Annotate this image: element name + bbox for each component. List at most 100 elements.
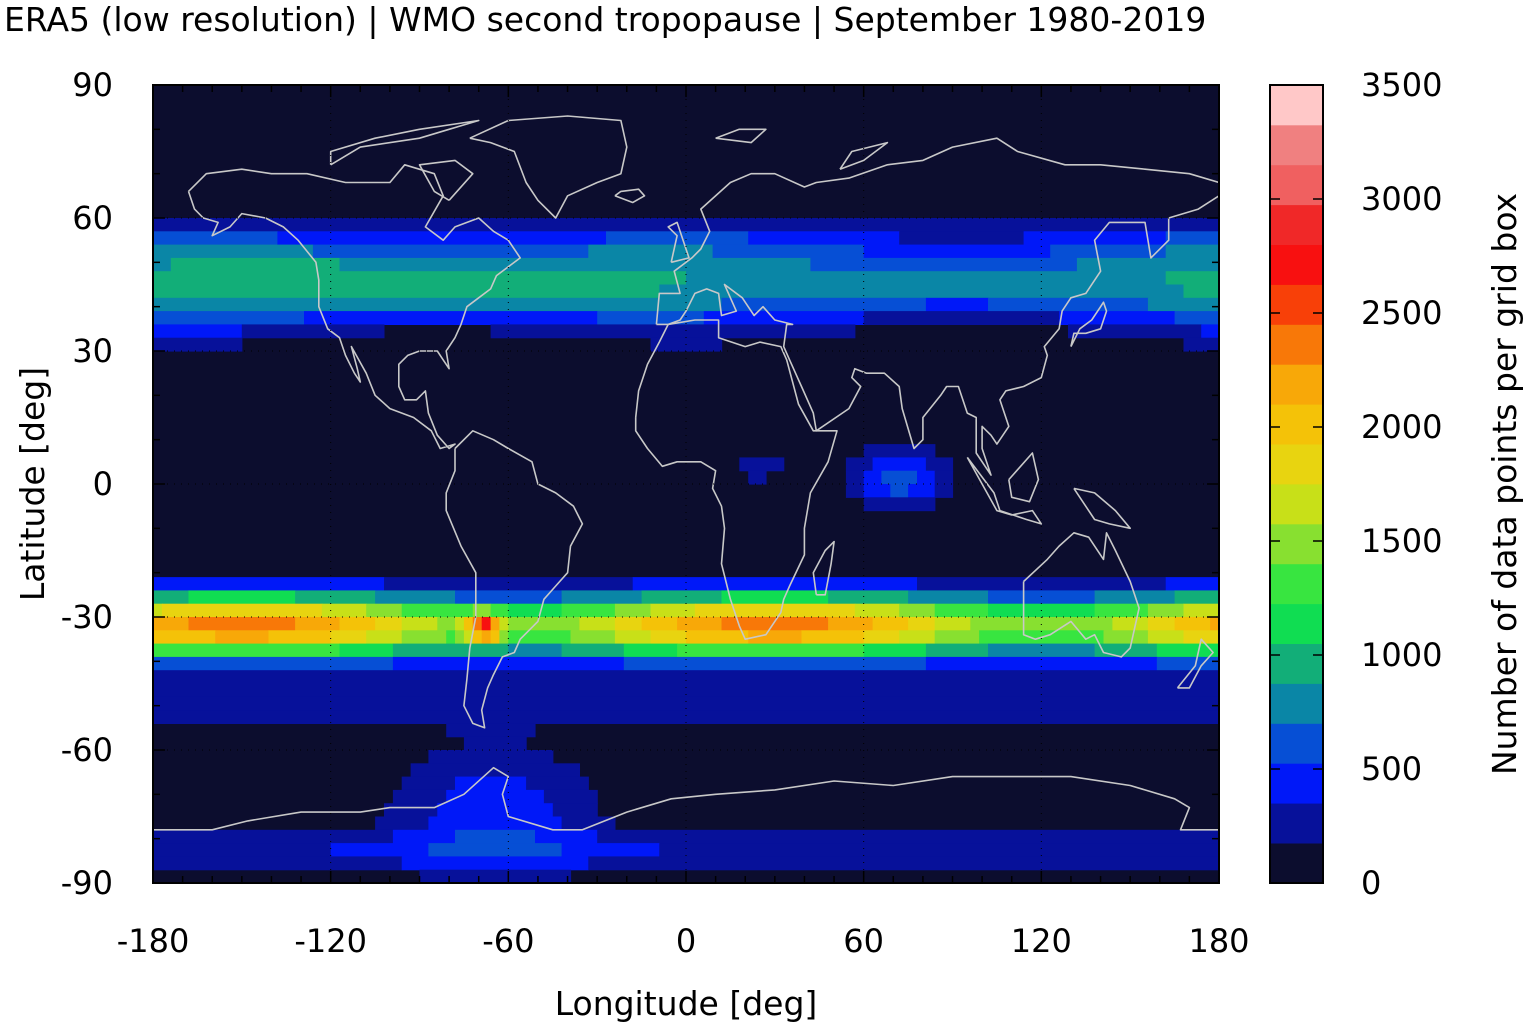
heatmap-cell xyxy=(392,643,509,658)
heatmap-cell xyxy=(153,284,660,299)
heatmap-cell xyxy=(872,457,927,472)
heatmap-cell xyxy=(392,789,447,804)
colorbar-swatch xyxy=(1270,803,1323,844)
coastline-iceland xyxy=(614,188,646,204)
x-tick-label: 120 xyxy=(1011,922,1072,960)
y-tick-labels: 90 60 30 0 -30 -60 -90 xyxy=(61,66,113,902)
heatmap-cell xyxy=(153,231,278,246)
heatmap-cell xyxy=(863,643,927,658)
heatmap-cell xyxy=(570,630,616,645)
heatmap-cell xyxy=(366,630,403,645)
heatmap-cell xyxy=(694,603,856,618)
heatmap-cell xyxy=(339,617,376,631)
heatmap-cell xyxy=(899,603,936,618)
heatmap-cell xyxy=(153,337,243,352)
heatmap-cell xyxy=(925,643,989,658)
heatmap-cell xyxy=(153,577,385,591)
colorbar-swatch xyxy=(1270,603,1323,644)
heatmap-cell xyxy=(170,257,341,272)
colorbar-tick-labels: 3500 3000 2500 2000 1500 1000 500 0 xyxy=(1361,66,1442,902)
heatmap-cell xyxy=(161,603,323,618)
colorbar-swatch xyxy=(1270,85,1323,126)
y-tick-label: 0 xyxy=(93,465,113,503)
heatmap-cell xyxy=(1165,271,1219,286)
heatmap-cell xyxy=(917,470,936,485)
heatmap-cell xyxy=(481,630,492,645)
heatmap-cell xyxy=(153,617,190,631)
heatmap-cell xyxy=(153,257,172,272)
heatmap-cell xyxy=(863,630,900,645)
heatmap-cell xyxy=(614,603,651,618)
heatmap-cell xyxy=(1156,643,1219,658)
colorbar-swatch xyxy=(1270,643,1323,684)
heatmap-cell xyxy=(490,603,509,618)
coastline-north-america xyxy=(187,164,522,450)
colorbar-frame xyxy=(1269,84,1324,884)
heatmap-cell xyxy=(463,736,527,751)
coastline-svalbard xyxy=(715,128,767,144)
heatmap-cell xyxy=(330,843,429,857)
heatmap-cell xyxy=(375,816,429,831)
x-axis-label: Longitude [deg] xyxy=(555,984,818,1023)
heatmap-cell xyxy=(863,470,883,485)
colorbar-swatch xyxy=(1270,763,1323,804)
heatmap-cell xyxy=(490,324,856,339)
heatmap-cell xyxy=(899,231,1025,246)
heatmap-cell xyxy=(455,776,527,791)
heatmap-cell xyxy=(597,311,705,325)
heatmap-cell xyxy=(153,271,687,286)
coastline-europe-asia xyxy=(655,137,1219,476)
heatmap-cell xyxy=(1174,617,1211,631)
y-tick-label: -90 xyxy=(61,864,113,902)
heatmap-cell xyxy=(801,630,865,645)
heatmap-cell xyxy=(535,829,598,844)
heatmap-cell xyxy=(153,856,403,871)
heatmap-cell xyxy=(153,656,394,671)
x-tick-label: 60 xyxy=(843,922,884,960)
heatmap-cell xyxy=(988,643,1096,658)
heatmap-cell xyxy=(295,590,376,605)
heatmap-cell xyxy=(401,856,589,871)
coastline-indonesia xyxy=(966,456,1043,525)
heatmap-cell xyxy=(970,617,1113,631)
heatmap-cell xyxy=(561,843,660,857)
colorbar-tick-label: 2000 xyxy=(1361,408,1442,446)
heatmap-cell xyxy=(925,656,1158,671)
heatmap-cell xyxy=(446,789,545,804)
heatmap-cell xyxy=(437,803,554,818)
heatmap-cell xyxy=(934,630,980,645)
heatmap-cell xyxy=(419,869,572,883)
heatmap-cell xyxy=(499,617,509,631)
heatmap-cell xyxy=(1076,257,1219,272)
heatmap-cell xyxy=(401,603,474,618)
heatmap-cell xyxy=(845,470,865,485)
heatmap-cell xyxy=(1201,324,1219,339)
heatmap-cell xyxy=(908,590,989,605)
heatmap-cell xyxy=(1183,603,1219,618)
coastline-novaya-zemlya xyxy=(839,141,889,170)
coastline-greenland xyxy=(469,115,628,219)
heatmap-cell xyxy=(579,617,616,631)
heatmap-cell xyxy=(686,271,1167,286)
axis-ticks xyxy=(152,84,1220,884)
y-axis-label: Latitude [deg] xyxy=(13,367,52,601)
colorbar-swatch xyxy=(1270,124,1323,166)
heatmap-cell xyxy=(925,297,989,312)
heatmap-cell xyxy=(428,750,554,764)
heatmap-cell xyxy=(908,617,936,631)
heatmap-cell xyxy=(988,590,1096,605)
heatmap-cell xyxy=(1147,630,1184,645)
heatmap-cell xyxy=(153,311,305,325)
heatmap-cell xyxy=(153,218,1219,232)
heatmap-cell xyxy=(153,324,243,339)
heatmap-cell xyxy=(872,617,909,631)
heatmap-cell xyxy=(366,603,403,618)
colorbar-swatch xyxy=(1270,364,1323,405)
heatmap-cell xyxy=(1174,311,1219,325)
heatmap-cell xyxy=(881,470,918,485)
heatmap-cell xyxy=(153,710,1219,724)
heatmap-cell xyxy=(277,231,607,246)
heatmap-cell xyxy=(917,577,1167,591)
heatmap-cell xyxy=(455,630,465,645)
heatmap-cell xyxy=(1210,617,1219,631)
